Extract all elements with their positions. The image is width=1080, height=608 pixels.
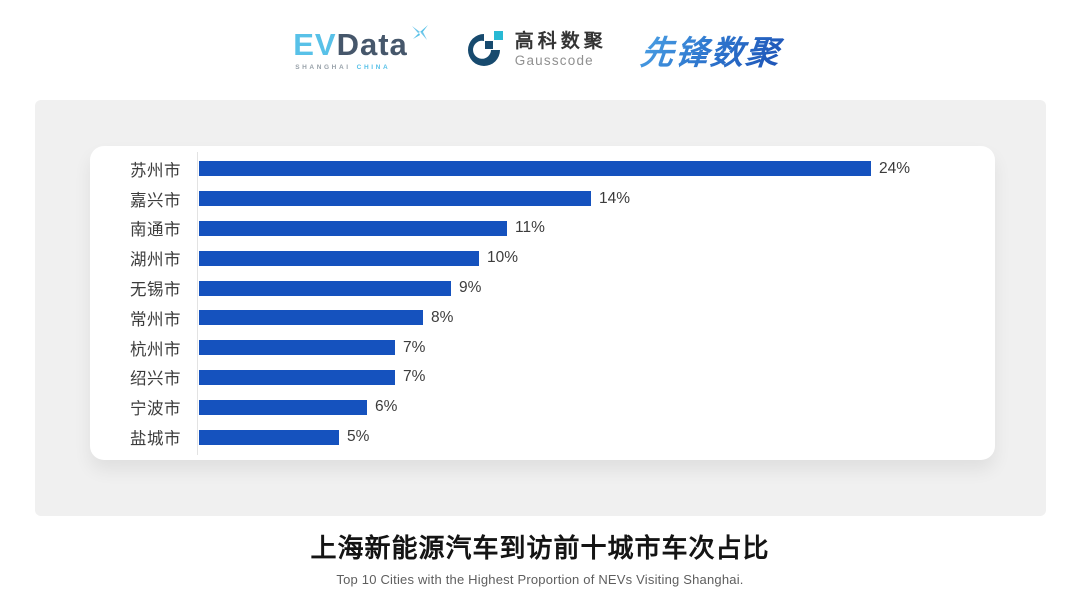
bar — [199, 429, 339, 445]
bar-row: 绍兴市 7% — [90, 363, 981, 393]
bar-value-label: 9% — [459, 279, 482, 297]
bar-label: 苏州市 — [130, 161, 181, 180]
bar-label: 常州市 — [130, 310, 181, 329]
bar-row: 常州市 8% — [90, 303, 981, 333]
evdata-spark-icon — [411, 25, 428, 40]
bar-value-label: 5% — [347, 428, 370, 446]
bar — [199, 191, 591, 207]
evdata-subtext: SHANGHAI CHINA — [295, 64, 390, 71]
bar-track: 5% — [197, 428, 981, 446]
bar-label: 无锡市 — [130, 281, 181, 300]
bar-row: 盐城市 5% — [90, 422, 981, 452]
bar-row: 湖州市 10% — [90, 243, 981, 273]
gausscode-cn-text: 高科数聚 — [514, 30, 607, 52]
bar — [199, 250, 479, 266]
bar-track: 10% — [197, 249, 981, 267]
bar-label: 绍兴市 — [130, 370, 181, 389]
bar-label: 嘉兴市 — [130, 191, 181, 210]
bar-row: 嘉兴市 14% — [90, 184, 981, 214]
bar-track: 11% — [197, 219, 981, 237]
gausscode-logo: 高科数聚 Gausscode — [464, 28, 607, 72]
bar-track: 7% — [197, 339, 981, 357]
bar-label: 南通市 — [130, 221, 181, 240]
bar-value-label: 8% — [431, 308, 454, 326]
evdata-wordmark: EV Data — [293, 25, 430, 62]
chart-panel: 苏州市 24% 嘉兴市 14% 南通市 11% 湖州市 10% 无锡市 9% 常州市 8% 杭州市 7% 绍… — [90, 146, 995, 460]
bar-label: 盐城市 — [130, 430, 181, 449]
bar-track: 24% — [197, 160, 981, 178]
gausscode-en-text: Gausscode — [514, 52, 594, 68]
footer: 上海新能源汽车到访前十城市车次占比 Top 10 Cities with the… — [0, 528, 1080, 587]
evdata-data-text: Data — [336, 27, 408, 62]
bar-value-label: 7% — [403, 338, 426, 356]
bar-track: 8% — [197, 309, 981, 327]
bar — [199, 220, 507, 236]
bar-value-label: 24% — [879, 159, 911, 177]
bar-row: 宁波市 6% — [90, 392, 981, 422]
bar — [199, 280, 451, 296]
bar-row: 无锡市 9% — [90, 273, 981, 303]
bar-value-label: 11% — [515, 219, 545, 237]
bar-row: 苏州市 24% — [90, 154, 981, 184]
bar-label: 宁波市 — [130, 400, 181, 419]
xianfeng-shuju-logo: 先锋数聚 — [638, 26, 789, 74]
bar — [199, 369, 395, 385]
bar-track: 14% — [197, 190, 981, 208]
bar-track: 7% — [197, 368, 981, 386]
bar — [199, 399, 367, 415]
chart-card: 苏州市 24% 嘉兴市 14% 南通市 11% 湖州市 10% 无锡市 9% 常州市 8% 杭州市 7% 绍… — [35, 100, 1046, 516]
bar-value-label: 14% — [599, 189, 631, 207]
gausscode-g-icon — [467, 31, 503, 66]
bar-value-label: 10% — [487, 249, 519, 267]
bar-row: 南通市 11% — [90, 214, 981, 244]
bar-track: 6% — [197, 398, 981, 416]
bar-value-label: 6% — [375, 398, 398, 416]
bar-chart: 苏州市 24% 嘉兴市 14% 南通市 11% 湖州市 10% 无锡市 9% 常州市 8% 杭州市 7% 绍… — [90, 154, 981, 452]
header-logos: EV Data SHANGHAI CHINA 高科数 — [0, 14, 1080, 86]
bar-value-label: 7% — [403, 368, 426, 386]
bar — [199, 340, 395, 356]
evdata-logo: EV Data SHANGHAI CHINA — [293, 25, 430, 71]
evdata-china-text: CHINA — [356, 64, 391, 71]
gausscode-text: 高科数聚 Gausscode — [515, 31, 607, 69]
evdata-shanghai-text: SHANGHAI — [295, 64, 351, 71]
bar-row: 杭州市 7% — [90, 333, 981, 363]
bar-label: 湖州市 — [130, 251, 181, 270]
bar — [199, 161, 871, 177]
chart-subtitle: Top 10 Cities with the Highest Proportio… — [336, 572, 744, 587]
bar-label: 杭州市 — [130, 340, 181, 359]
bar-track: 9% — [197, 279, 981, 297]
bar — [199, 310, 423, 326]
chart-title: 上海新能源汽车到访前十城市车次占比 — [310, 533, 770, 563]
y-axis-line — [197, 152, 198, 455]
evdata-ev-text: EV — [293, 27, 337, 62]
